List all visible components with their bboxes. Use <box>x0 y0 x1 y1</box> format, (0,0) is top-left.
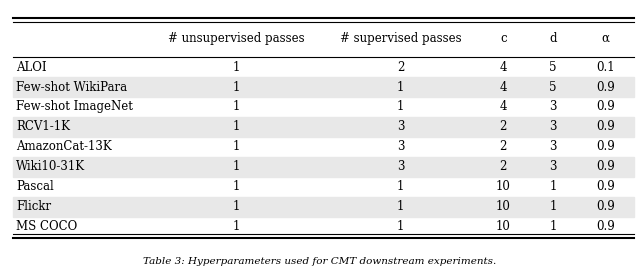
Text: 0.9: 0.9 <box>596 200 615 213</box>
Text: 0.9: 0.9 <box>596 140 615 153</box>
Text: 1: 1 <box>232 120 240 134</box>
Bar <box>13 157 634 177</box>
Text: 0.9: 0.9 <box>596 180 615 193</box>
Text: 2: 2 <box>500 140 507 153</box>
Text: 4: 4 <box>499 81 507 94</box>
Text: 3: 3 <box>549 120 557 134</box>
Text: 1: 1 <box>397 220 404 233</box>
Bar <box>13 197 634 217</box>
Text: Few-shot ImageNet: Few-shot ImageNet <box>16 100 133 113</box>
Text: 1: 1 <box>549 220 557 233</box>
Text: 0.1: 0.1 <box>596 61 615 74</box>
Text: 3: 3 <box>397 120 404 134</box>
Bar <box>13 77 634 97</box>
Text: α: α <box>602 32 610 45</box>
Text: 3: 3 <box>397 160 404 173</box>
Text: 10: 10 <box>496 180 511 193</box>
Text: RCV1-1K: RCV1-1K <box>16 120 70 134</box>
Text: 1: 1 <box>397 200 404 213</box>
Text: 10: 10 <box>496 200 511 213</box>
Text: 1: 1 <box>232 81 240 94</box>
Text: c: c <box>500 32 506 45</box>
Text: 0.9: 0.9 <box>596 100 615 113</box>
Text: Wiki10-31K: Wiki10-31K <box>16 160 85 173</box>
Text: Flickr: Flickr <box>16 200 51 213</box>
Text: 1: 1 <box>549 200 557 213</box>
Text: 0.9: 0.9 <box>596 120 615 134</box>
Text: MS COCO: MS COCO <box>16 220 77 233</box>
Text: 3: 3 <box>549 140 557 153</box>
Text: # unsupervised passes: # unsupervised passes <box>168 32 305 45</box>
Text: 1: 1 <box>232 100 240 113</box>
Text: 1: 1 <box>549 180 557 193</box>
Text: 3: 3 <box>549 100 557 113</box>
Text: 2: 2 <box>500 160 507 173</box>
Text: 1: 1 <box>232 180 240 193</box>
Text: AmazonCat-13K: AmazonCat-13K <box>16 140 112 153</box>
Text: 2: 2 <box>397 61 404 74</box>
Text: 1: 1 <box>232 220 240 233</box>
Text: 3: 3 <box>549 160 557 173</box>
Text: 3: 3 <box>397 140 404 153</box>
Text: 5: 5 <box>549 81 557 94</box>
Text: 1: 1 <box>232 61 240 74</box>
Text: d: d <box>549 32 557 45</box>
Text: Few-shot WikiPara: Few-shot WikiPara <box>16 81 127 94</box>
Text: 1: 1 <box>397 100 404 113</box>
Text: 4: 4 <box>499 100 507 113</box>
Text: 1: 1 <box>232 160 240 173</box>
Text: 1: 1 <box>232 140 240 153</box>
Text: # supervised passes: # supervised passes <box>340 32 461 45</box>
Text: 0.9: 0.9 <box>596 220 615 233</box>
Text: Table 3: Hyperparameters used for CMT downstream experiments.: Table 3: Hyperparameters used for CMT do… <box>143 256 497 266</box>
Text: ALOI: ALOI <box>16 61 47 74</box>
Text: 5: 5 <box>549 61 557 74</box>
Text: 2: 2 <box>500 120 507 134</box>
Text: 1: 1 <box>397 180 404 193</box>
Text: 0.9: 0.9 <box>596 160 615 173</box>
Text: Pascal: Pascal <box>16 180 54 193</box>
Text: 10: 10 <box>496 220 511 233</box>
Text: 1: 1 <box>397 81 404 94</box>
Bar <box>13 117 634 137</box>
Text: 4: 4 <box>499 61 507 74</box>
Text: 0.9: 0.9 <box>596 81 615 94</box>
Text: 1: 1 <box>232 200 240 213</box>
